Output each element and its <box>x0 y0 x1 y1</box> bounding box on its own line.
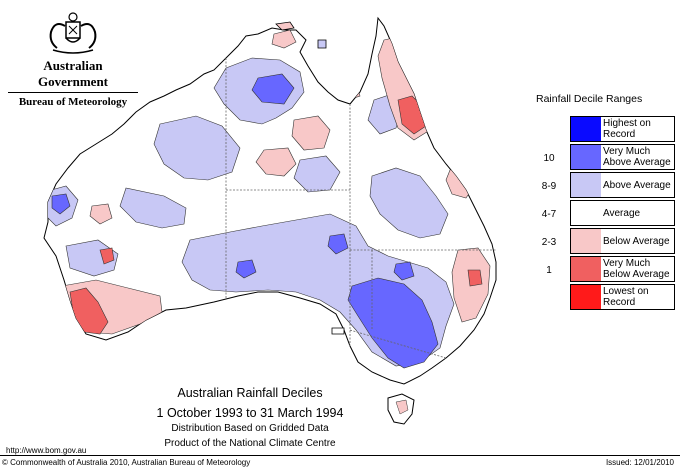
legend-row: 1 Very Much Below Average <box>536 256 676 284</box>
coat-of-arms-icon <box>49 12 97 54</box>
legend-items: Highest on Record 10 Very Much Above Average… <box>536 116 676 312</box>
website-link[interactable]: http://www.bom.gov.au <box>6 446 87 455</box>
legend-label: Very Much Below Average <box>603 258 670 280</box>
legend-row: Highest on Record <box>536 116 676 144</box>
legend-swatch: Above Average <box>570 172 675 198</box>
legend-title: Rainfall Decile Ranges <box>536 93 643 105</box>
legend-row: 4-7 Average <box>536 200 676 228</box>
very-much-above-north <box>251 73 295 105</box>
legend-key: 1 <box>546 265 552 276</box>
above-average-west <box>119 187 187 229</box>
very-much-above-sa <box>235 259 257 279</box>
map-note-2: Product of the National Climate Centre <box>164 438 336 449</box>
very-much-above-mid <box>327 233 349 255</box>
very-much-above-west <box>51 193 71 215</box>
above-average-qld <box>369 167 449 239</box>
legend-key: 4-7 <box>541 209 557 220</box>
legend-row: 10 Very Much Above Average <box>536 144 676 172</box>
legend-label: Lowest on Record <box>603 286 649 308</box>
legend-swatch: Below Average <box>570 228 675 254</box>
map-title: Australian Rainfall Deciles <box>177 386 323 400</box>
bureau-name: Bureau of Meteorology <box>18 96 128 108</box>
below-average-mid <box>291 115 331 151</box>
legend-key: 10 <box>543 153 555 164</box>
legend-key: 8-9 <box>541 181 557 192</box>
legend-label: Above Average <box>603 179 671 191</box>
legend-label: Below Average <box>603 235 670 247</box>
legend-row: Lowest on Record <box>536 284 676 312</box>
groote-island <box>317 39 327 49</box>
legend-swatch: Very Much Above Average <box>570 144 675 170</box>
issued-date: Issued: 12/01/2010 <box>605 458 674 467</box>
above-average-mid <box>293 155 341 193</box>
legend-row: 2-3 Below Average <box>536 228 676 256</box>
legend-label: Average <box>603 207 641 219</box>
legend-label: Highest on Record <box>603 118 651 140</box>
state-borders <box>225 58 496 359</box>
below-average-wa-small <box>89 203 113 225</box>
melville-island <box>275 21 295 31</box>
very-much-below-wa <box>99 247 115 265</box>
government-name: Australian Government <box>8 58 138 93</box>
map-note-1: Distribution Based on Gridded Data <box>171 423 329 434</box>
below-average-gulf <box>337 81 361 101</box>
map-period: 1 October 1993 to 31 March 1994 <box>156 406 344 420</box>
legend: Rainfall Decile Ranges Highest on Record 1… <box>536 93 676 312</box>
legend-label: Very Much Above Average <box>603 146 671 168</box>
very-much-above-se <box>347 277 439 369</box>
legend-swatch: Lowest on Record <box>570 284 675 310</box>
below-average-nt <box>255 147 297 177</box>
above-average-nt <box>153 115 241 181</box>
very-much-above-qld <box>393 261 415 281</box>
legend-key: 2-3 <box>541 237 557 248</box>
legend-swatch: Very Much Below Average <box>570 256 675 282</box>
below-average-north <box>271 29 297 49</box>
copyright-text: © Commonwealth of Australia 2010, Austra… <box>2 458 251 467</box>
kangaroo-island <box>331 327 345 335</box>
legend-swatch: Highest on Record <box>570 116 675 142</box>
legend-row: 8-9 Above Average <box>536 172 676 200</box>
footer: © Commonwealth of Australia 2010, Austra… <box>0 455 680 468</box>
map-title-block: Australian Rainfall Deciles 1 October 19… <box>100 386 400 450</box>
tasmania-below <box>395 399 409 415</box>
government-logo: Australian Government Bureau of Meteorol… <box>8 10 138 108</box>
very-much-below-east <box>467 269 483 287</box>
legend-swatch: Average <box>570 200 675 226</box>
